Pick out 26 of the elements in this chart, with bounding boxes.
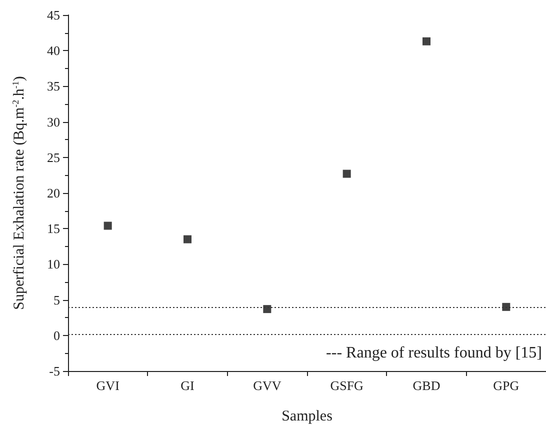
point: [104, 222, 112, 230]
y-tick-label: 5: [54, 292, 60, 308]
x-tick-label: GI: [180, 378, 194, 393]
x-tick-label: GBD: [412, 378, 440, 393]
point: [184, 235, 192, 244]
x-tick-label: GVI: [96, 378, 120, 393]
y-axis-title: Superficial Exhalation rate (Bq.m-2.h-1): [10, 76, 28, 310]
y-tick-label: 10: [47, 256, 60, 272]
y-tick-label: 20: [47, 186, 60, 200]
y-tick-label: 30: [47, 114, 60, 130]
y-tick-label: 35: [47, 78, 60, 94]
y-tick-label: 45: [47, 8, 60, 22]
x-tick-label: GPG: [493, 378, 520, 393]
annotation: --- Range of results found by [15]: [326, 344, 542, 362]
point: [342, 170, 351, 178]
point: [422, 37, 430, 46]
y-tick-label: -5: [49, 364, 60, 378]
y-tick-label: 15: [47, 221, 60, 236]
point: [263, 305, 272, 314]
x-axis-title: Samples: [282, 408, 333, 424]
y-tick-label: 0: [54, 328, 60, 343]
x-tick-label: GVV: [253, 378, 282, 393]
y-tick-label: 25: [47, 150, 60, 165]
y-tick-label: 40: [47, 43, 60, 58]
point: [502, 302, 510, 311]
x-tick-label: GSFG: [330, 378, 364, 393]
